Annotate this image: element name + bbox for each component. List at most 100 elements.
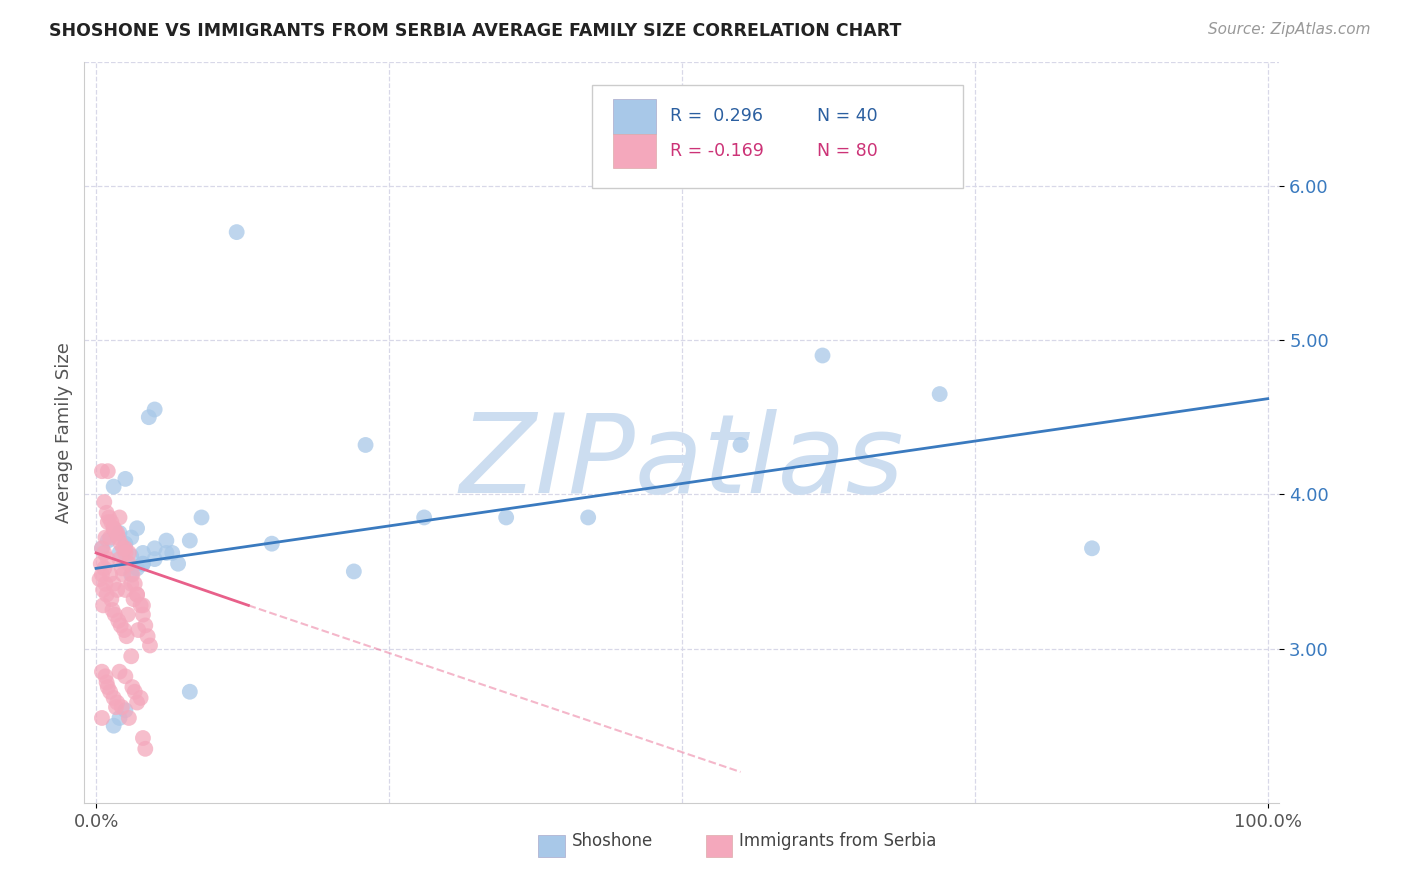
Point (225, 225, 247, 239)
Point (167, 557, 190, 571)
Point (90, 665, 114, 679)
Text: Source: ZipAtlas.com: Source: ZipAtlas.com (1208, 22, 1371, 37)
Point (343, 565, 366, 579)
Point (118, 711, 141, 725)
Point (94, 531, 117, 545)
Y-axis label: Average Family Size: Average Family Size (55, 343, 73, 523)
Point (730, 438, 752, 452)
Point (108, 711, 131, 725)
FancyBboxPatch shape (613, 135, 655, 169)
Point (104, 607, 127, 622)
Point (127, 623, 149, 637)
Point (162, 546, 183, 560)
Point (1081, 541, 1104, 556)
FancyBboxPatch shape (592, 85, 963, 188)
Point (354, 438, 377, 452)
Point (129, 690, 152, 705)
Point (108, 546, 131, 560)
Point (121, 680, 143, 694)
Point (105, 700, 127, 714)
Point (155, 546, 177, 560)
Point (114, 472, 136, 486)
Point (98, 685, 121, 699)
Point (120, 576, 142, 591)
Point (93, 495, 115, 509)
Point (132, 557, 155, 571)
Point (143, 552, 166, 566)
Point (413, 510, 436, 524)
Point (101, 603, 124, 617)
Point (114, 703, 136, 717)
Point (108, 510, 131, 524)
Point (97, 552, 120, 566)
Point (93, 561, 115, 575)
Point (114, 541, 136, 556)
Point (132, 557, 155, 571)
Text: R =  0.296: R = 0.296 (671, 108, 763, 126)
Point (110, 618, 132, 632)
Point (90, 711, 114, 725)
Text: Shoshone: Shoshone (572, 831, 654, 849)
Point (132, 599, 155, 613)
Point (129, 599, 152, 613)
Text: N = 80: N = 80 (817, 143, 877, 161)
Point (155, 533, 177, 548)
Point (127, 521, 149, 535)
Point (108, 552, 131, 566)
Point (114, 546, 136, 560)
Point (132, 731, 155, 745)
Point (90, 567, 114, 582)
Point (107, 614, 129, 628)
Point (94, 576, 117, 591)
Point (90, 541, 114, 556)
Point (179, 685, 201, 699)
Point (91, 582, 114, 597)
Point (96, 675, 118, 690)
Point (103, 719, 125, 733)
Point (100, 515, 122, 529)
Point (143, 541, 166, 556)
Point (134, 618, 156, 632)
Point (138, 410, 160, 425)
Point (98, 531, 121, 545)
Point (132, 546, 155, 560)
Point (111, 561, 134, 575)
Point (96, 588, 118, 602)
Point (124, 576, 146, 591)
Point (118, 557, 141, 571)
Text: Immigrants from Serbia: Immigrants from Serbia (740, 831, 936, 849)
Point (94, 669, 117, 683)
Point (190, 510, 212, 524)
Point (132, 607, 155, 622)
Point (107, 531, 129, 545)
Point (105, 696, 128, 710)
FancyBboxPatch shape (613, 99, 655, 134)
Point (90, 464, 114, 478)
Point (117, 607, 139, 622)
Point (97, 533, 120, 548)
Point (127, 588, 149, 602)
Point (103, 576, 125, 591)
Point (122, 592, 145, 607)
Point (108, 525, 131, 540)
Point (139, 639, 162, 653)
Point (495, 510, 517, 524)
Point (105, 582, 128, 597)
Point (114, 536, 136, 550)
Point (103, 480, 125, 494)
Point (90, 557, 112, 571)
Point (90, 541, 114, 556)
Point (143, 402, 166, 417)
Point (114, 669, 136, 683)
Point (105, 525, 127, 540)
Point (103, 690, 125, 705)
Point (111, 700, 134, 714)
Point (120, 649, 142, 664)
Point (576, 510, 599, 524)
Point (105, 525, 128, 540)
Point (118, 546, 141, 560)
Point (124, 685, 146, 699)
Text: R = -0.169: R = -0.169 (671, 143, 763, 161)
Point (89, 572, 111, 586)
Point (120, 549, 142, 563)
